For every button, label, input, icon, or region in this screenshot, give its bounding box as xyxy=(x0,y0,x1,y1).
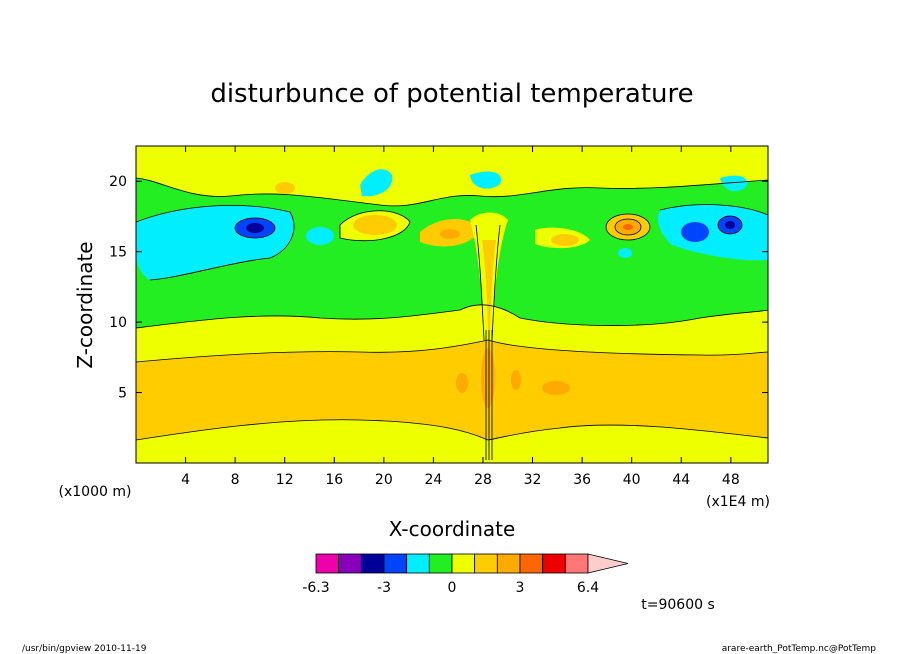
x-tick-label: 32 xyxy=(524,472,542,488)
y-tick-label: 20 xyxy=(109,174,127,190)
x-tick-label: 44 xyxy=(672,472,690,488)
x-tick-label: 36 xyxy=(573,472,591,488)
x-tick-label: 20 xyxy=(375,472,393,488)
colorbar xyxy=(315,553,629,574)
contour-lines xyxy=(136,177,768,460)
colorbar-swatch xyxy=(542,553,566,574)
x-tick-label: 16 xyxy=(325,472,343,488)
x-unit-label: (x1E4 m) xyxy=(706,494,770,510)
colorbar-tick-label: 6.4 xyxy=(577,580,599,596)
colorbar-swatch xyxy=(496,553,521,574)
x-tick-label: 24 xyxy=(424,472,442,488)
colorbar-swatch xyxy=(564,553,589,574)
colorbar-ticks: -6.3 -3 0 3 6.4 xyxy=(302,580,599,596)
chart-title: disturbunce of potential temperature xyxy=(210,79,693,109)
colorbar-tick-label: 3 xyxy=(516,580,525,596)
colorbar-swatch xyxy=(428,553,453,574)
colorbar-swatch xyxy=(360,553,385,574)
footer-right: arare-earth_PotTemp.nc@PotTemp xyxy=(722,644,877,654)
x-tick-label: 40 xyxy=(623,472,641,488)
colorbar-swatch xyxy=(315,553,340,574)
x-tick-label: 28 xyxy=(474,472,492,488)
y-tick-label: 10 xyxy=(109,315,127,331)
colorbar-swatch xyxy=(338,553,362,574)
colorbar-tick-label: -6.3 xyxy=(302,580,329,596)
y-axis-label: Z-coordinate xyxy=(73,241,97,368)
y-unit-label: (x1000 m) xyxy=(59,484,132,500)
colorbar-swatch xyxy=(474,553,498,574)
colorbar-tick-label: 0 xyxy=(448,580,457,596)
colorbar-swatch xyxy=(383,553,408,574)
y-axis: 5 10 15 20 xyxy=(109,174,768,402)
x-tick-label: 4 xyxy=(181,472,190,488)
plot-area xyxy=(136,146,768,463)
y-tick-label: 15 xyxy=(109,245,127,261)
x-tick-label: 12 xyxy=(276,472,294,488)
colorbar-swatch xyxy=(451,553,476,574)
y-tick-label: 5 xyxy=(118,386,127,402)
x-tick-label: 8 xyxy=(231,472,240,488)
time-label: t=90600 s xyxy=(641,597,715,613)
x-axis: 4 8 12 16 20 24 28 32 36 40 44 48 xyxy=(181,146,740,488)
colorbar-swatch xyxy=(406,553,430,574)
colorbar-extend-arrow xyxy=(587,553,629,574)
plot-frame xyxy=(135,145,769,464)
footer-left: /usr/bin/gpview 2010-11-19 xyxy=(22,644,147,654)
colorbar-tick-label: -3 xyxy=(377,580,391,596)
x-tick-label: 48 xyxy=(722,472,740,488)
x-axis-label: X-coordinate xyxy=(389,517,516,541)
colorbar-swatch xyxy=(519,553,544,574)
